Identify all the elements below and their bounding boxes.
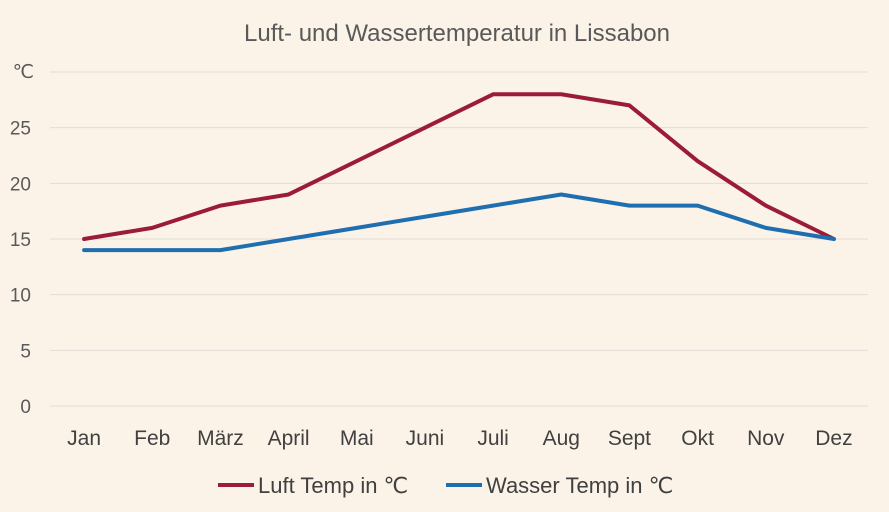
y-tick-label: 0 (20, 397, 31, 418)
chart-title: Luft- und Wassertemperatur in Lissabon (244, 20, 670, 47)
x-tick-label: Jan (67, 427, 101, 450)
legend: Luft Temp in ℃ Wasser Temp in ℃ (218, 473, 673, 498)
x-tick-label: April (268, 427, 310, 450)
x-tick-label: Sept (608, 427, 651, 450)
x-tick-label: Aug (543, 427, 580, 450)
legend-label: Wasser Temp in ℃ (486, 473, 673, 498)
x-tick-label: März (197, 427, 244, 450)
x-tick-label: Feb (134, 427, 170, 450)
x-tick-label: Okt (681, 427, 714, 450)
gridlines (50, 71, 868, 407)
x-tick-label: Dez (815, 427, 852, 450)
x-tick-label: Mai (340, 427, 374, 450)
series-line-2 (82, 192, 836, 253)
x-axis-ticks: Jan Feb März April Mai Juni Juli Aug Sept Okt Nov D… (67, 427, 852, 450)
x-tick-label: Juli (477, 427, 509, 450)
y-tick-label: 25 (10, 119, 31, 140)
y-axis-ticks: 0 5 10 15 20 25 (10, 119, 31, 418)
x-tick-label: Nov (747, 427, 785, 450)
y-tick-label: 10 (10, 286, 31, 307)
y-tick-label: 20 (10, 174, 31, 195)
y-axis-unit-label: ℃ (13, 62, 34, 83)
series-line-1 (82, 92, 836, 241)
y-tick-label: 15 (10, 230, 31, 251)
legend-label: Luft Temp in ℃ (258, 473, 408, 498)
x-tick-label: Juni (406, 427, 445, 450)
y-tick-label: 5 (20, 341, 31, 362)
series-lines (82, 92, 836, 253)
